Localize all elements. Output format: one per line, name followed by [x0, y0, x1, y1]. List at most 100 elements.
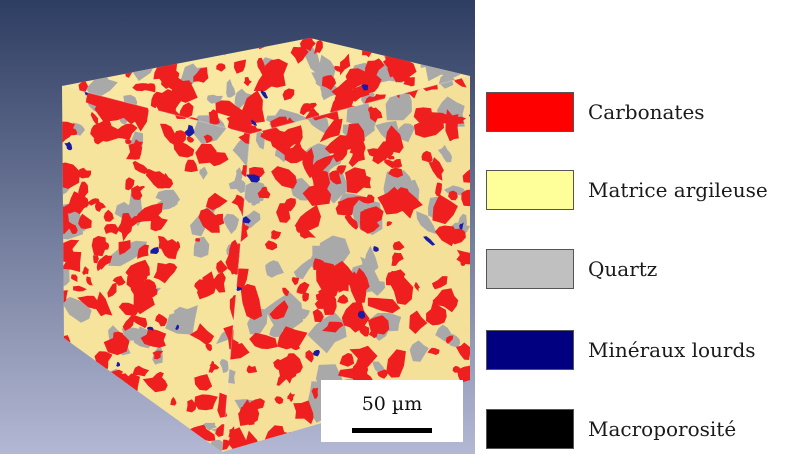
carbonate-grain — [282, 88, 295, 101]
carbonate-grain — [291, 277, 300, 286]
carbonate-grain — [234, 59, 247, 74]
carbonate-grain — [189, 323, 215, 346]
carbonate-grain — [334, 89, 357, 107]
quartz-grain — [234, 88, 254, 109]
carbonate-grain — [240, 283, 263, 320]
carbonate-grain — [311, 387, 318, 399]
carbonate-grain — [257, 57, 266, 75]
carbonate-grain — [91, 235, 106, 257]
quartz-grain — [232, 135, 250, 166]
carbonate-grain — [116, 212, 133, 242]
quartz-grain — [293, 258, 315, 280]
carbonate-grain — [95, 291, 113, 317]
carbonate-grain — [390, 158, 403, 168]
heavy-mineral-grain — [459, 222, 464, 230]
carbonate-grain — [158, 89, 181, 109]
carbonate-grain — [209, 363, 220, 370]
carbonate-grain — [264, 58, 288, 88]
carbonate-grain — [105, 103, 113, 112]
quartz-grain — [193, 236, 210, 258]
carbonate-grain — [241, 399, 255, 426]
carbonate-grain — [216, 260, 228, 273]
carbonate-grain — [377, 369, 389, 379]
carbonate-grain — [332, 142, 348, 163]
carbonate-grain — [82, 266, 89, 276]
carbonate-grain — [132, 139, 143, 155]
carbonate-grain — [353, 361, 369, 379]
carbonate-grain — [156, 101, 163, 114]
carbonate-grain — [103, 333, 130, 356]
carbonate-grain — [194, 394, 218, 411]
quartz-grain — [409, 340, 429, 362]
carbonate-grain — [318, 286, 337, 315]
carbonate-grain — [62, 162, 80, 189]
carbonate-grain — [143, 83, 156, 93]
heavy-mineral-grain — [175, 324, 179, 330]
carbonate-grain — [432, 276, 448, 290]
carbonate-grain — [391, 252, 404, 266]
legend-label: Carbonates — [588, 100, 705, 124]
carbonate-grain — [246, 365, 258, 374]
carbonate-grain — [344, 211, 359, 230]
heavy-mineral-grain — [236, 286, 242, 291]
carbonate-grain — [284, 198, 296, 212]
carbonate-grain — [367, 297, 401, 314]
legend-item-quartz: Quartz — [486, 249, 789, 299]
carbonate-grain — [78, 213, 92, 229]
heavy-mineral-grain — [313, 350, 320, 357]
carbonate-grain — [313, 258, 324, 271]
carbonate-grain — [203, 134, 213, 144]
carbonate-grain — [118, 302, 139, 316]
carbonate-grain — [293, 400, 314, 425]
carbonate-grain — [78, 181, 89, 201]
carbonate-grain — [90, 111, 99, 126]
carbonate-grain — [337, 294, 349, 304]
carbonate-grain — [392, 187, 412, 207]
heavy-mineral-grain — [251, 119, 258, 126]
legend-item-macroporosite: Macroporosité — [486, 409, 789, 454]
legend-label: Matrice argileuse — [588, 178, 768, 202]
carbonate-grain — [349, 345, 378, 369]
carbonate-grain — [387, 55, 413, 85]
quartz-grain — [223, 213, 239, 234]
carbonate-grain — [302, 147, 315, 179]
carbonate-grain — [435, 182, 442, 196]
carbonate-grain — [161, 61, 179, 89]
legend-swatch — [486, 330, 574, 370]
carbonate-grain — [62, 290, 68, 305]
carbonate-grain — [295, 223, 303, 233]
quartz-grain — [62, 267, 70, 288]
quartz-grain — [165, 305, 198, 335]
carbonate-grain — [340, 53, 351, 76]
carbonate-grain — [314, 40, 323, 55]
quartz-grain — [437, 144, 452, 163]
carbonate-grain — [130, 215, 139, 228]
heavy-mineral-grain — [373, 246, 379, 252]
carbonate-grain — [86, 276, 93, 286]
carbonate-grain — [249, 332, 278, 349]
quartz-grain — [416, 211, 437, 235]
scale-bar: 50 µm — [321, 380, 463, 442]
carbonate-grain — [62, 197, 86, 214]
carbonate-grain — [348, 271, 367, 303]
quartz-grain — [320, 84, 337, 101]
quartz-grain — [265, 260, 284, 278]
carbonate-grain — [392, 241, 405, 251]
carbonate-grain — [238, 130, 250, 145]
quartz-grain — [203, 422, 217, 431]
carbonate-grain — [409, 310, 428, 334]
carbonate-grain — [414, 117, 444, 138]
carbonate-grain — [66, 221, 78, 234]
carbonate-grain — [426, 300, 447, 326]
carbonate-grain — [348, 142, 366, 167]
carbonate-grain — [367, 315, 390, 335]
carbonate-grain — [205, 343, 213, 352]
quartz-grain — [62, 296, 92, 323]
carbonate-grain — [312, 308, 324, 323]
legend-swatch — [486, 249, 574, 289]
carbonate-grain — [155, 173, 174, 189]
carbonate-grain — [341, 123, 365, 150]
carbonate-grain — [264, 240, 278, 251]
carbonate-grain — [186, 399, 197, 413]
carbonate-grain — [299, 103, 312, 116]
